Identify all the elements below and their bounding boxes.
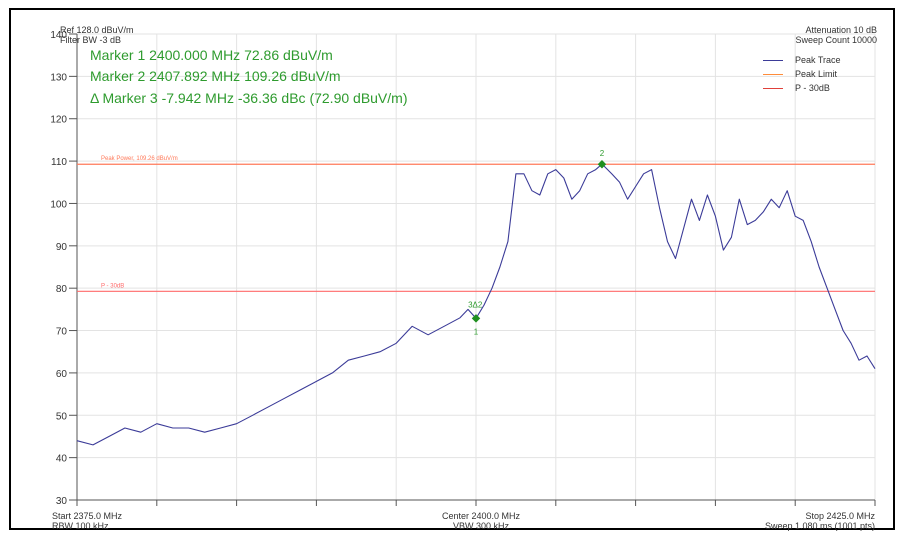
marker-1-readout: Marker 1 2400.000 MHz 72.86 dBuV/m bbox=[90, 47, 333, 63]
trace-layer bbox=[76, 163, 876, 446]
vbw-label: VBW 300 kHz bbox=[453, 521, 510, 531]
y-tick-label: 90 bbox=[56, 242, 68, 253]
limit-lines: Peak Power, 109.26 dBuV/m P - 30dB bbox=[77, 156, 875, 292]
y-tick-label: 130 bbox=[50, 72, 67, 83]
sweep-time-label: Sweep 1.080 ms (1001 pts) bbox=[764, 521, 875, 531]
marker-3-delta-readout: Δ Marker 3 -7.942 MHz -36.36 dBc (72.90 … bbox=[90, 90, 408, 106]
start-frequency-label: Start 2375.0 MHz bbox=[52, 511, 123, 521]
y-tick-label: 60 bbox=[56, 369, 68, 380]
marker-1-point bbox=[471, 314, 481, 323]
rbw-label: RBW 100 kHz bbox=[52, 521, 109, 531]
filter-bw-label: Filter BW -3 dB bbox=[60, 35, 122, 45]
y-tick-label: 100 bbox=[50, 199, 67, 210]
legend-swatch-peak-trace bbox=[763, 60, 783, 61]
marker-label: 3Δ2 bbox=[468, 300, 483, 309]
marker-label: 2 bbox=[600, 149, 605, 158]
y-tick-label: 110 bbox=[51, 157, 67, 168]
peak-trace-line bbox=[76, 163, 876, 446]
y-axis-ticks: 140 130 120 110 100 90 80 70 60 50 40 30 bbox=[50, 30, 876, 507]
marker-2-readout: Marker 2 2407.892 MHz 109.26 dBuV/m bbox=[90, 68, 341, 84]
limit-line-label: Peak Power, 109.26 dBuV/m bbox=[101, 156, 178, 162]
legend-item-p-30db[interactable]: P - 30dB bbox=[795, 83, 830, 93]
marker-layer[interactable]: 1 2 3Δ2 bbox=[468, 149, 607, 336]
y-tick-label: 70 bbox=[56, 327, 68, 338]
y-tick-label: 30 bbox=[56, 496, 68, 507]
legend-item-peak-limit[interactable]: Peak Limit bbox=[795, 69, 838, 79]
y-tick-label: 120 bbox=[50, 115, 67, 126]
legend-swatch-p-30db bbox=[763, 88, 783, 89]
ref-level-label: Ref 128.0 dBuV/m bbox=[60, 25, 134, 35]
center-frequency-label: Center 2400.0 MHz bbox=[442, 511, 521, 521]
sweep-count-label: Sweep Count 10000 bbox=[795, 35, 877, 45]
legend-swatch-peak-limit bbox=[763, 74, 783, 75]
y-tick-label: 50 bbox=[56, 411, 68, 422]
y-tick-label: 140 bbox=[50, 30, 67, 41]
spectrum-analyzer-panel: 140 130 120 110 100 90 80 70 60 50 40 30 Peak Power… bbox=[9, 8, 895, 531]
spectrum-plot[interactable]: 140 130 120 110 100 90 80 70 60 50 40 30 Peak Power… bbox=[11, 10, 893, 528]
limit-line-label: P - 30dB bbox=[101, 283, 124, 289]
y-tick-label: 40 bbox=[56, 454, 68, 465]
attenuation-label: Attenuation 10 dB bbox=[805, 25, 877, 35]
stop-frequency-label: Stop 2425.0 MHz bbox=[805, 511, 875, 521]
y-tick-label: 80 bbox=[56, 284, 68, 295]
legend-item-peak-trace[interactable]: Peak Trace bbox=[795, 55, 841, 65]
marker-label: 1 bbox=[474, 327, 479, 336]
